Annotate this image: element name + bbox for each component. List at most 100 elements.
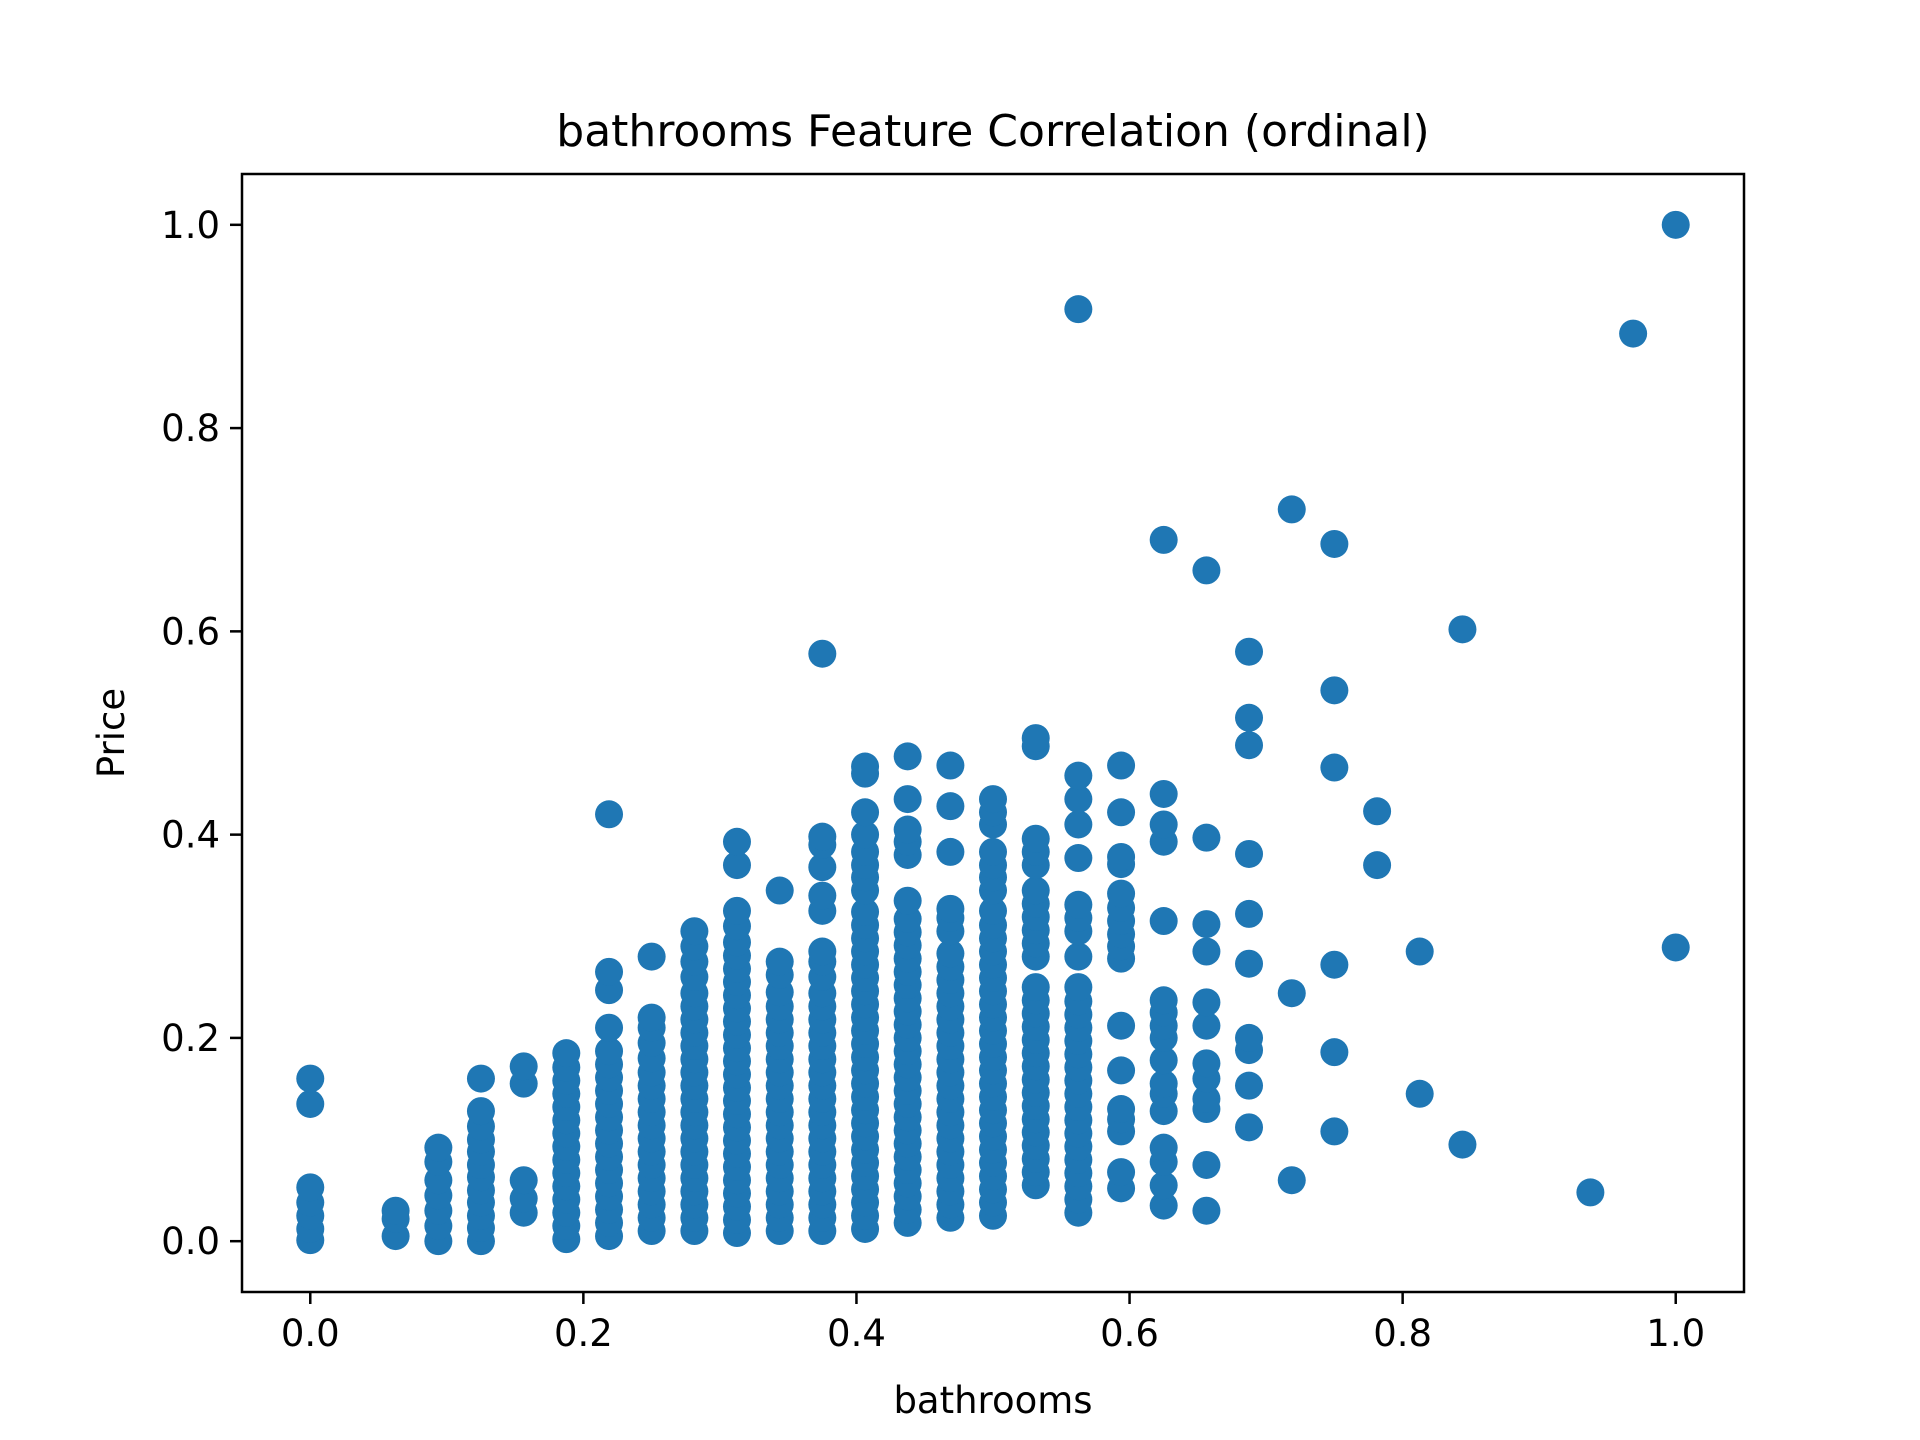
data-point xyxy=(1661,933,1690,962)
data-point xyxy=(1576,1178,1605,1207)
data-point xyxy=(1107,879,1136,908)
x-tick-label: 0.4 xyxy=(827,1312,886,1355)
data-point xyxy=(893,785,922,814)
data-point xyxy=(808,853,837,882)
data-point xyxy=(296,1089,325,1118)
data-point xyxy=(1235,1023,1264,1052)
plot-frame xyxy=(240,172,1746,1294)
data-point xyxy=(1107,1056,1136,1085)
data-point xyxy=(1149,1069,1178,1098)
data-point xyxy=(1277,1166,1306,1195)
data-point xyxy=(637,942,666,971)
data-point xyxy=(1277,495,1306,524)
y-axis-label: Price xyxy=(90,688,133,778)
data-point xyxy=(722,896,751,925)
data-point xyxy=(509,1052,538,1081)
data-point xyxy=(1064,890,1093,919)
data-point xyxy=(1192,988,1221,1017)
data-point xyxy=(1363,851,1392,880)
data-point xyxy=(1192,910,1221,939)
data-point xyxy=(595,800,624,829)
data-point xyxy=(1661,210,1690,239)
data-point xyxy=(1235,839,1264,868)
data-point xyxy=(979,785,1007,814)
data-point xyxy=(851,820,880,849)
data-point xyxy=(1320,753,1349,782)
data-point xyxy=(1235,637,1264,666)
data-point xyxy=(1448,615,1477,644)
data-point xyxy=(1149,1046,1178,1075)
data-point xyxy=(808,881,837,910)
data-point xyxy=(936,751,965,780)
data-point xyxy=(893,815,922,844)
data-point xyxy=(1363,797,1392,826)
data-point xyxy=(1235,731,1264,760)
data-point xyxy=(1149,810,1178,839)
data-point xyxy=(1448,1130,1477,1159)
x-axis-label: bathrooms xyxy=(893,1379,1092,1422)
y-tick-label: 1.0 xyxy=(161,204,220,247)
data-point xyxy=(466,1097,495,1126)
y-tick-label: 0.6 xyxy=(161,610,220,653)
data-point xyxy=(765,876,794,905)
data-point xyxy=(1192,823,1221,852)
data-point xyxy=(808,822,837,851)
data-point xyxy=(808,937,837,966)
data-point xyxy=(1107,1158,1136,1187)
data-point xyxy=(1405,937,1434,966)
data-point xyxy=(1149,1133,1178,1162)
data-point xyxy=(851,897,880,926)
data-point xyxy=(1064,973,1093,1002)
data-point xyxy=(296,1173,325,1202)
data-point xyxy=(1107,1095,1136,1124)
data-point xyxy=(936,792,965,821)
data-point xyxy=(1064,844,1093,873)
x-tick-label: 0.8 xyxy=(1373,1312,1432,1355)
data-point xyxy=(1192,1150,1221,1179)
data-point xyxy=(552,1039,581,1068)
data-point xyxy=(1149,525,1178,554)
data-point xyxy=(936,939,965,968)
data-point xyxy=(1192,937,1221,966)
data-point xyxy=(1149,986,1178,1015)
data-point xyxy=(1064,785,1093,814)
x-axis: 0.0 0.2 0.4 0.6 0.8 1.0 xyxy=(281,1292,1705,1355)
chart-title: bathrooms Feature Correlation (ordinal) xyxy=(556,106,1429,157)
x-tick-label: 0.6 xyxy=(1100,1312,1159,1355)
data-point xyxy=(1320,529,1349,558)
y-tick-label: 0.0 xyxy=(161,1220,220,1263)
data-point xyxy=(722,827,751,856)
data-point xyxy=(1192,1196,1221,1225)
data-point xyxy=(1107,1011,1136,1040)
data-point xyxy=(893,742,922,771)
data-point xyxy=(1064,810,1093,839)
data-point xyxy=(1021,876,1050,905)
data-point xyxy=(1619,319,1648,348)
data-point xyxy=(1192,1011,1221,1040)
data-point xyxy=(1405,1079,1434,1108)
data-point xyxy=(1021,724,1050,753)
data-point xyxy=(1107,798,1136,827)
x-tick-label: 0.0 xyxy=(281,1312,340,1355)
data-point xyxy=(1064,942,1093,971)
data-point xyxy=(979,837,1007,866)
data-point xyxy=(466,1064,495,1093)
data-point xyxy=(1149,1171,1178,1200)
data-point xyxy=(936,894,965,923)
y-tick-label: 0.4 xyxy=(161,814,220,857)
data-point xyxy=(1149,779,1178,808)
data-point xyxy=(1320,676,1349,705)
data-point xyxy=(893,886,922,915)
data-point xyxy=(637,1003,666,1032)
data-point xyxy=(1149,1191,1178,1220)
data-point xyxy=(1235,899,1264,928)
data-point xyxy=(595,1037,624,1066)
x-tick-label: 0.2 xyxy=(554,1312,613,1355)
data-point xyxy=(1064,761,1093,790)
data-point xyxy=(1320,1038,1349,1067)
data-point xyxy=(1192,1049,1221,1078)
data-point xyxy=(1235,949,1264,978)
data-point xyxy=(424,1133,453,1162)
data-point xyxy=(722,851,751,880)
data-point xyxy=(1320,950,1349,979)
